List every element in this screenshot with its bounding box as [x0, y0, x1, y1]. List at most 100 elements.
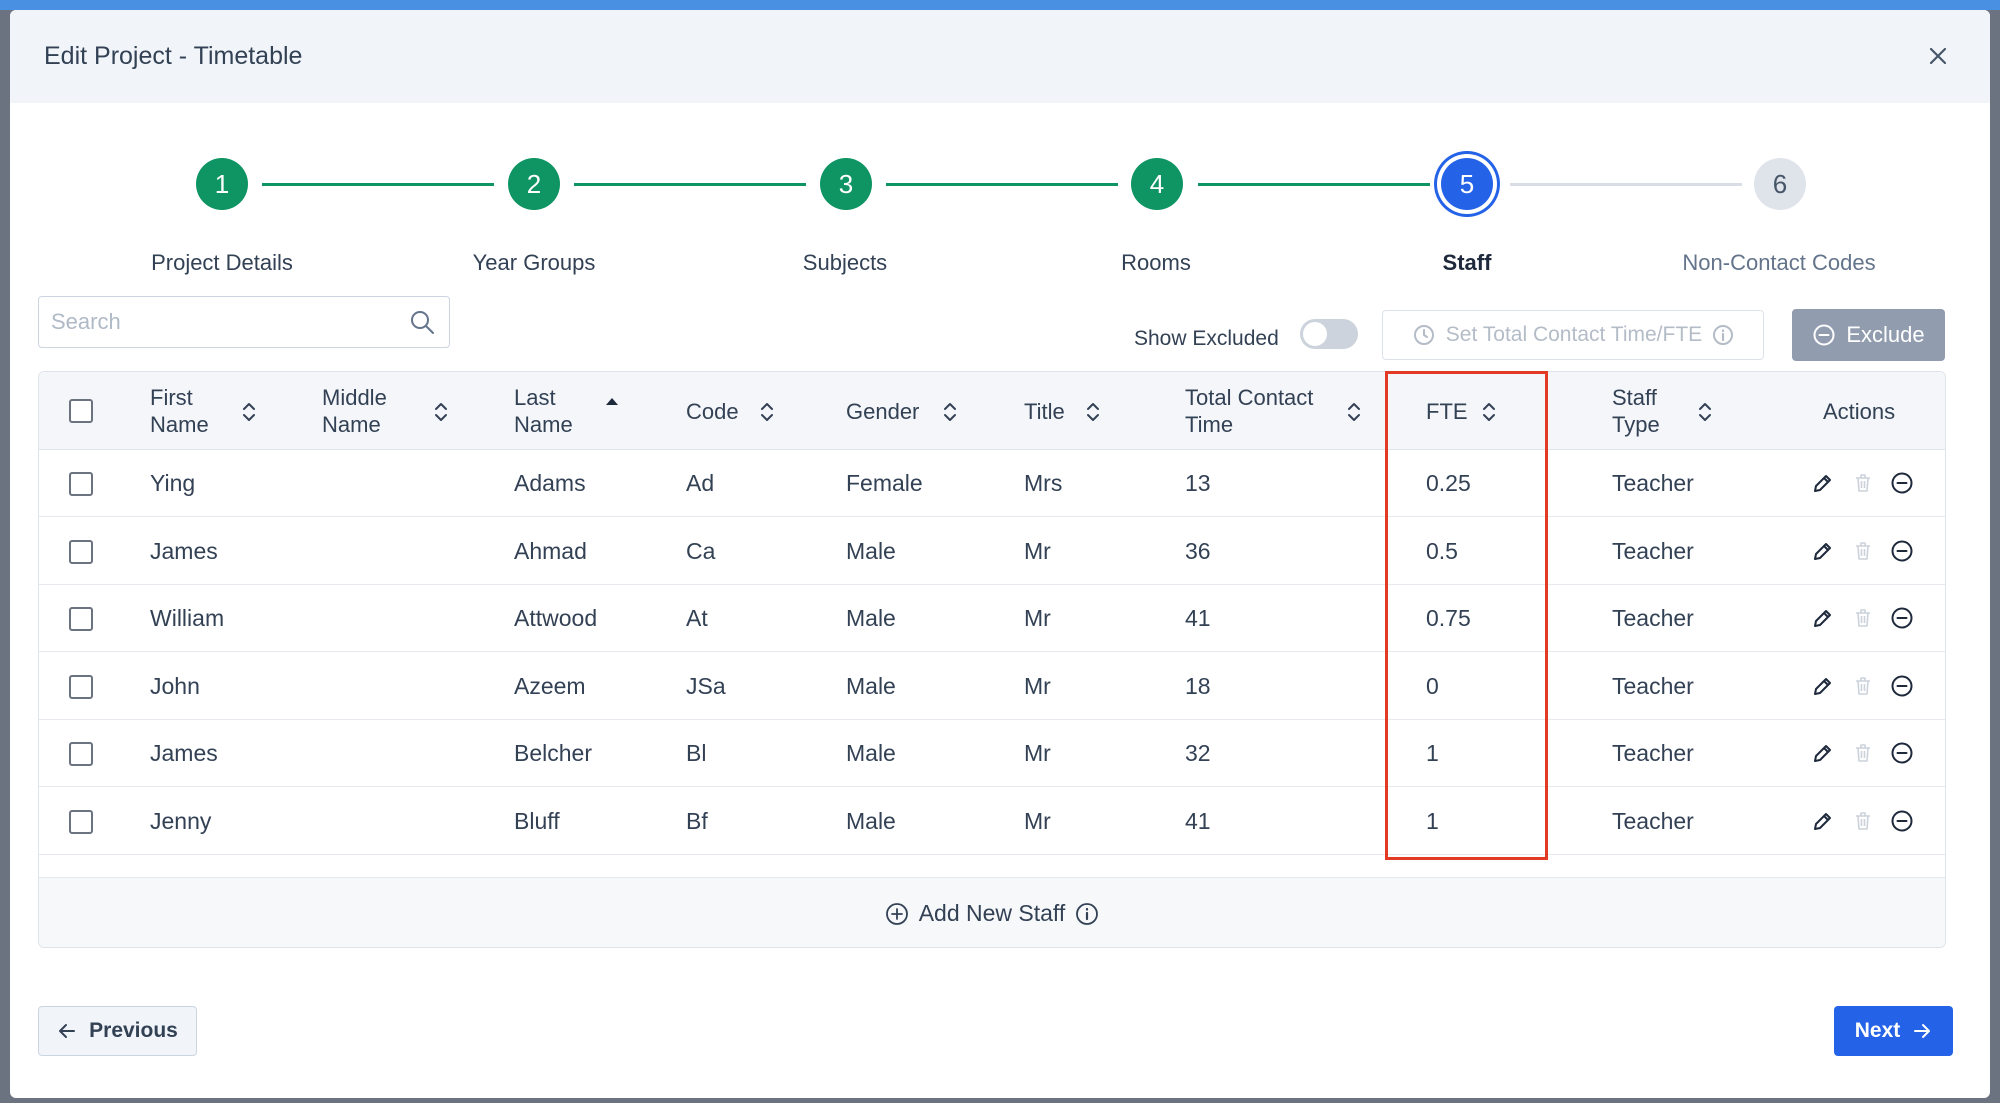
minus-circle-icon: [1813, 324, 1835, 346]
row-checkbox[interactable]: [69, 809, 93, 834]
show-excluded-toggle[interactable]: [1300, 319, 1358, 349]
add-new-staff-button[interactable]: Add New Staff: [39, 877, 1945, 947]
table-header: First Name Middle Name Last Name Code Ge…: [39, 372, 1945, 450]
column-header-staff-type[interactable]: Staff Type: [1612, 372, 1660, 450]
minus-circle-icon[interactable]: [1890, 674, 1914, 698]
sort-icon[interactable]: [433, 400, 449, 424]
cell-gender: Male: [846, 605, 896, 631]
step-3-label: Subjects: [802, 250, 888, 275]
step-connector: [262, 183, 494, 186]
trash-icon[interactable]: [1851, 741, 1875, 765]
select-all-checkbox[interactable]: [69, 399, 93, 423]
minus-circle-icon[interactable]: [1890, 809, 1914, 833]
table-row[interactable]: John Azeem JSa Male Mr 18 0 Teacher: [39, 652, 1945, 720]
step-connector: [886, 183, 1118, 186]
cell-fte: 0.75: [1426, 605, 1471, 631]
minus-circle-icon[interactable]: [1890, 471, 1914, 495]
sort-icon[interactable]: [759, 400, 775, 424]
cell-last-name: Azeem: [514, 672, 586, 699]
cell-title: Mr: [1024, 537, 1051, 564]
minus-circle-icon[interactable]: [1890, 606, 1914, 630]
cell-last-name: Bluff: [514, 807, 560, 834]
step-6-label: Non-Contact Codes: [1682, 250, 1876, 275]
cell-fte: 0.25: [1426, 470, 1471, 496]
sort-icon[interactable]: [1346, 400, 1362, 424]
set-total-contact-time-button[interactable]: Set Total Contact Time/FTE: [1382, 310, 1764, 360]
minus-circle-icon[interactable]: [1890, 741, 1914, 765]
pencil-icon[interactable]: [1811, 471, 1835, 495]
sort-icon[interactable]: [241, 400, 257, 424]
sort-asc-icon[interactable]: [604, 394, 620, 410]
row-checkbox[interactable]: [69, 539, 93, 564]
column-header-label: Last Name: [514, 384, 573, 438]
row-checkbox[interactable]: [69, 472, 93, 496]
table-row[interactable]: Jenny Bluff Bf Male Mr 41 1 Teacher: [39, 787, 1945, 855]
column-header-label-line: Last: [514, 385, 556, 410]
column-header-label: Staff Type: [1612, 384, 1660, 438]
trash-icon[interactable]: [1851, 539, 1875, 563]
table-row[interactable]: William Attwood At Male Mr 41 0.75 Teacher: [39, 585, 1945, 652]
table-row[interactable]: James Ahmad Ca Male Mr 36 0.5 Teacher: [39, 517, 1945, 585]
trash-icon[interactable]: [1851, 809, 1875, 833]
info-icon[interactable]: [1075, 902, 1099, 926]
step-3-circle[interactable]: 3: [820, 158, 872, 210]
column-header-label-line: Staff: [1612, 385, 1657, 410]
pencil-icon[interactable]: [1811, 539, 1835, 563]
column-header-title[interactable]: Title: [1024, 372, 1065, 450]
search-input[interactable]: [51, 305, 391, 339]
column-header-first-name[interactable]: First Name: [150, 372, 209, 450]
modal-title: Edit Project - Timetable: [44, 42, 303, 70]
pencil-icon[interactable]: [1811, 674, 1835, 698]
column-header-code[interactable]: Code: [686, 372, 739, 450]
step-2-circle[interactable]: 2: [508, 158, 560, 210]
info-icon: [1713, 325, 1734, 345]
column-header-total-contact-time[interactable]: Total Contact Time: [1185, 372, 1313, 450]
column-header-middle-name[interactable]: Middle Name: [322, 372, 387, 450]
cell-total-contact-time: 13: [1185, 470, 1211, 496]
plus-circle-icon: [885, 902, 908, 925]
cell-first-name: John: [150, 672, 200, 699]
trash-icon[interactable]: [1851, 674, 1875, 698]
column-header-gender[interactable]: Gender: [846, 372, 919, 450]
minus-circle-icon[interactable]: [1890, 539, 1914, 563]
search-icon[interactable]: [409, 309, 435, 335]
sort-icon[interactable]: [1085, 400, 1101, 424]
sort-icon[interactable]: [942, 400, 958, 424]
step-6-circle[interactable]: 6: [1754, 158, 1806, 210]
column-header-last-name[interactable]: Last Name: [514, 372, 573, 450]
trash-icon[interactable]: [1851, 471, 1875, 495]
close-button[interactable]: [1922, 40, 1954, 72]
row-checkbox[interactable]: [69, 674, 93, 699]
cell-last-name: Attwood: [514, 605, 598, 631]
cell-total-contact-time: 32: [1185, 740, 1211, 766]
table-row[interactable]: James Belcher Bl Male Mr 32 1 Teacher: [39, 720, 1945, 787]
table-row[interactable]: Ying Adams Ad Female Mrs 13 0.25 Teacher: [39, 450, 1945, 517]
sort-icon[interactable]: [1481, 400, 1497, 424]
cell-first-name: James: [150, 537, 218, 564]
column-header-fte[interactable]: FTE: [1426, 372, 1468, 450]
pencil-icon[interactable]: [1811, 606, 1835, 630]
sort-icon[interactable]: [1697, 400, 1713, 424]
row-checkbox[interactable]: [69, 742, 93, 766]
cell-fte: 0.5: [1426, 537, 1458, 564]
step-1-circle[interactable]: 1: [196, 158, 248, 210]
window-top-bar: [0, 0, 2000, 10]
cell-code: Bl: [686, 740, 707, 766]
trash-icon[interactable]: [1851, 606, 1875, 630]
previous-button[interactable]: Previous: [38, 1006, 197, 1056]
arrow-right-icon: [1914, 1024, 1931, 1038]
column-header-label-line: Middle: [322, 385, 387, 410]
exclude-button[interactable]: Exclude: [1792, 309, 1945, 361]
cell-staff-type: Teacher: [1612, 740, 1694, 766]
pencil-icon[interactable]: [1811, 741, 1835, 765]
next-button[interactable]: Next: [1834, 1006, 1953, 1056]
cell-gender: Male: [846, 807, 896, 834]
row-checkbox[interactable]: [69, 607, 93, 631]
step-5-circle[interactable]: 5: [1441, 158, 1493, 210]
toggle-knob: [1303, 322, 1327, 346]
column-header-label: Code: [686, 398, 739, 424]
column-header-actions: Actions: [1823, 372, 1895, 450]
cell-code: Ca: [686, 537, 716, 564]
pencil-icon[interactable]: [1811, 809, 1835, 833]
step-4-circle[interactable]: 4: [1131, 158, 1183, 210]
